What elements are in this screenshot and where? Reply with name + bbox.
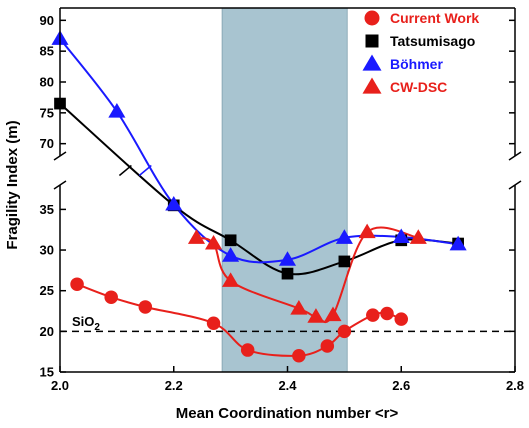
x-tick-label-1: 2.2 xyxy=(165,378,183,393)
legend-label-tatsumisago: Tatsumisago xyxy=(390,33,475,49)
x-tick-label-4: 2.8 xyxy=(506,378,524,393)
point-current-work-9 xyxy=(380,306,394,321)
point-current-work-2 xyxy=(138,300,153,314)
legend-marker-cw-dsc xyxy=(362,77,382,94)
point-b-hmer-4 xyxy=(278,251,297,266)
axis-break-mark-left-2 xyxy=(53,180,67,190)
legend-marker-b-hmer xyxy=(362,54,382,71)
point-cw-dsc-2 xyxy=(222,272,240,287)
point-current-work-5 xyxy=(292,348,306,363)
point-b-hmer-3 xyxy=(222,247,240,262)
legend-marker-tatsumisago xyxy=(365,34,379,48)
axis-break-mark-left-1 xyxy=(53,151,67,161)
point-b-hmer-6 xyxy=(392,228,410,244)
shaded-region xyxy=(221,7,348,373)
point-cw-dsc-4 xyxy=(307,308,325,323)
point-b-hmer-5 xyxy=(335,229,353,244)
y-tick-label-9: 90 xyxy=(40,13,54,28)
y-tick-label-3: 30 xyxy=(40,243,54,258)
point-current-work-8 xyxy=(366,308,380,322)
x-tick-label-0: 2.0 xyxy=(51,378,69,393)
legend-label-current-work: Current Work xyxy=(390,10,479,26)
y-tick-label-5: 70 xyxy=(40,136,54,151)
point-b-hmer-7 xyxy=(449,235,467,251)
x-axis-title: Mean Coordination number <r> xyxy=(176,405,399,422)
y-tick-label-2: 25 xyxy=(40,283,54,298)
point-cw-dsc-6 xyxy=(358,223,376,239)
axis-break-mark-right-2 xyxy=(508,180,522,190)
y-tick-label-4: 35 xyxy=(40,202,54,217)
y-tick-label-8: 85 xyxy=(40,44,54,59)
legend-label-cw-dsc: CW-DSC xyxy=(390,79,447,95)
point-cw-dsc-7 xyxy=(409,229,427,244)
point-current-work-4 xyxy=(240,343,255,357)
point-current-work-3 xyxy=(206,316,221,330)
point-current-work-10 xyxy=(394,312,408,326)
point-current-work-6 xyxy=(320,339,335,353)
y-axis-title: Fragility Index (m) xyxy=(4,120,21,249)
point-tatsumisago-3 xyxy=(281,267,294,280)
legend-marker-current-work xyxy=(364,10,380,26)
y-tick-label-7: 80 xyxy=(40,75,54,90)
x-tick-label-2: 2.4 xyxy=(278,378,297,393)
axis-break-mark-right-1 xyxy=(508,151,522,161)
y-tick-label-6: 75 xyxy=(40,105,54,120)
reference-line-label: SiO2 xyxy=(72,314,100,333)
curve-break-mark-0 xyxy=(118,164,132,177)
point-current-work-1 xyxy=(104,290,118,304)
legend-label-b-hmer: Böhmer xyxy=(390,56,443,72)
point-tatsumisago-4 xyxy=(338,255,351,268)
point-current-work-0 xyxy=(70,277,84,291)
y-tick-label-1: 20 xyxy=(40,324,54,339)
point-current-work-7 xyxy=(337,324,352,339)
point-tatsumisago-2 xyxy=(224,234,237,247)
point-cw-dsc-3 xyxy=(290,300,308,315)
point-cw-dsc-5 xyxy=(324,306,342,322)
point-b-hmer-1 xyxy=(108,103,126,118)
curve-break-mark-1 xyxy=(138,164,152,177)
point-b-hmer-2 xyxy=(165,195,183,211)
x-tick-label-3: 2.6 xyxy=(392,378,410,393)
point-cw-dsc-0 xyxy=(187,229,206,244)
point-cw-dsc-1 xyxy=(205,234,223,250)
y-tick-label-0: 15 xyxy=(40,365,54,380)
